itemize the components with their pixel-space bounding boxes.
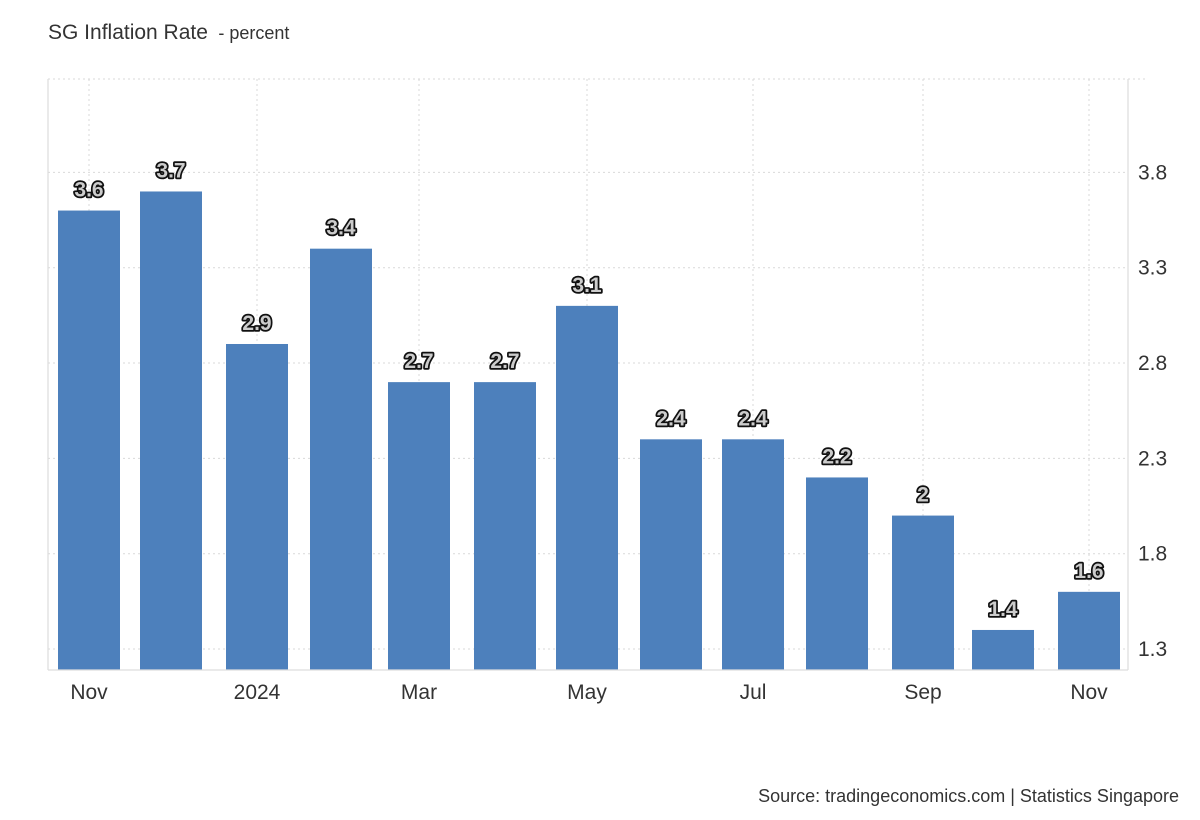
chart-title: SG Inflation Rate - percent xyxy=(48,21,289,44)
x-tick-label: Sep xyxy=(904,681,941,704)
bar xyxy=(388,382,450,670)
bars xyxy=(58,191,1120,670)
y-tick-label: 1.3 xyxy=(1138,638,1167,661)
data-label: 3.1 xyxy=(572,274,602,297)
x-tick-label: May xyxy=(567,681,607,704)
bar xyxy=(806,477,868,670)
y-tick-label: 3.3 xyxy=(1138,257,1167,280)
data-label: 3.7 xyxy=(156,159,185,182)
y-tick-label: 2.3 xyxy=(1138,447,1167,470)
x-tick-label: Jul xyxy=(740,681,767,704)
data-label: 2.7 xyxy=(490,350,519,373)
data-label: 2 xyxy=(917,484,929,507)
bar xyxy=(556,305,618,670)
source-note: Source: tradingeconomics.com | Statistic… xyxy=(758,786,1179,806)
chart-title-unit: - percent xyxy=(218,23,289,43)
x-tick-label: Nov xyxy=(70,681,108,704)
chart-title-main: SG Inflation Rate xyxy=(48,21,208,44)
x-tick-label: 2024 xyxy=(234,681,281,704)
bar xyxy=(1058,591,1120,670)
y-tick-label: 1.8 xyxy=(1138,543,1167,566)
data-label: 2.7 xyxy=(404,350,433,373)
bar xyxy=(58,210,120,670)
data-label: 1.4 xyxy=(988,598,1018,621)
y-tick-label: 2.8 xyxy=(1138,352,1167,375)
axes: 1.3 1.8 2.3 2.8 3.3 3.8 Nov 2024 Mar May Jul Sep Nov xyxy=(47,79,1167,704)
data-label: 1.6 xyxy=(1074,560,1103,583)
bar xyxy=(640,439,702,670)
y-tick-label: 3.8 xyxy=(1138,161,1167,184)
data-label: 2.9 xyxy=(242,312,271,335)
bar xyxy=(722,439,784,670)
data-label: 2.4 xyxy=(656,407,686,430)
x-tick-label: Nov xyxy=(1070,681,1108,704)
bar xyxy=(310,248,372,670)
bar xyxy=(140,191,202,670)
data-label: 3.6 xyxy=(74,179,103,202)
data-label: 2.4 xyxy=(738,407,768,430)
x-tick-label: Mar xyxy=(401,681,437,704)
bar xyxy=(474,382,536,670)
data-label: 3.4 xyxy=(326,217,356,240)
data-label: 2.2 xyxy=(822,445,851,468)
data-labels: 3.6 3.7 2.9 3.4 2.7 2.7 3.1 2.4 2.4 2.2 2 1.4 1.6 xyxy=(73,158,1106,623)
bar xyxy=(226,343,288,670)
bar xyxy=(892,515,954,670)
bar xyxy=(972,629,1034,670)
